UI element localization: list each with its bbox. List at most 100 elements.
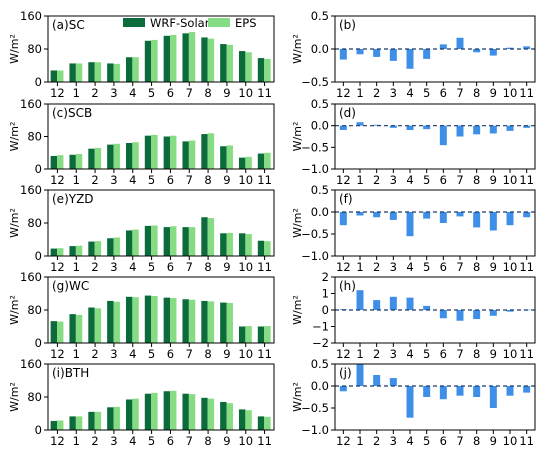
- bar-diff-7: [456, 386, 464, 396]
- bar-eps-7: [188, 394, 196, 430]
- bar-wrf-10: [238, 157, 246, 170]
- x-tick-label: 6: [167, 434, 174, 448]
- bar-diff-1: [356, 212, 364, 216]
- bar-diff-8: [473, 386, 481, 397]
- bar-wrf-10: [238, 409, 246, 431]
- bar-diff-10: [506, 125, 514, 131]
- bar-wrf-11: [257, 326, 265, 343]
- bar-eps-5: [151, 225, 158, 256]
- y-tick-label: 80: [27, 130, 42, 144]
- bar-eps-12: [57, 420, 64, 430]
- x-tick-label: 11: [519, 173, 534, 187]
- x-tick-label: 12: [336, 347, 351, 361]
- bar-diff-4: [406, 297, 414, 311]
- x-tick-label: 6: [440, 173, 447, 187]
- x-tick-label: 5: [423, 173, 430, 187]
- bar-diff-1: [356, 49, 364, 55]
- x-tick-label: 6: [167, 173, 174, 187]
- bar-eps-4: [132, 297, 139, 343]
- x-tick-label: 1: [356, 260, 363, 274]
- bar-eps-2: [94, 308, 102, 343]
- x-tick-label: 4: [129, 260, 136, 274]
- bar-wrf-2: [88, 62, 95, 82]
- x-tick-label: 10: [503, 173, 518, 187]
- bar-eps-3: [113, 143, 120, 169]
- bar-diff-3: [389, 49, 397, 61]
- y-axis-label: W/m²: [8, 208, 21, 238]
- bar-eps-11: [264, 241, 271, 256]
- legend-label-0: WRF-Solar: [150, 16, 210, 30]
- x-tick-label: 6: [440, 260, 447, 274]
- x-tick-label: 4: [406, 434, 413, 448]
- bar-eps-9: [226, 145, 233, 169]
- bar-eps-9: [226, 44, 233, 83]
- bar-diff-9: [489, 310, 497, 316]
- bar-wrf-7: [182, 393, 189, 430]
- panel-5: −1.0−0.50.00.512 1 2 3 4 5 6 7 8 9 10 11W/m²(f): [291, 183, 536, 274]
- bar-eps-11: [264, 152, 271, 169]
- y-tick-label: 0.0: [311, 205, 329, 219]
- bar-wrf-9: [220, 233, 227, 256]
- x-tick-label: 5: [423, 347, 430, 361]
- bar-eps-3: [113, 301, 120, 343]
- bar-eps-8: [207, 301, 215, 343]
- bar-eps-10: [245, 410, 252, 430]
- bar-eps-11: [264, 416, 271, 430]
- x-tick-label: 9: [223, 86, 230, 100]
- bar-diff-4: [406, 125, 414, 130]
- x-tick-label: 5: [148, 86, 155, 100]
- x-tick-label: 11: [519, 347, 534, 361]
- x-tick-label: 2: [373, 86, 380, 100]
- bar-eps-4: [132, 57, 139, 82]
- y-tick-label: 0: [35, 249, 42, 263]
- x-tick-label: 6: [167, 260, 174, 274]
- x-tick-label: 3: [110, 86, 117, 100]
- x-tick-label: 12: [50, 86, 65, 100]
- x-tick-label: 7: [186, 434, 193, 448]
- bar-wrf-2: [88, 307, 95, 343]
- panel-1: −0.50.00.512 1 2 3 4 5 6 7 8 9 10 11W/m²(b): [291, 9, 536, 100]
- x-tick-label: 5: [148, 260, 155, 274]
- x-tick-label: 4: [129, 86, 136, 100]
- y-tick-label: 0.5: [311, 183, 329, 197]
- bar-wrf-11: [257, 153, 265, 169]
- x-tick-label: 12: [336, 260, 351, 274]
- x-tick-label: 11: [257, 86, 272, 100]
- y-tick-label: 80: [27, 216, 42, 230]
- x-tick-label: 8: [473, 434, 480, 448]
- y-tick-label: −0.5: [301, 140, 329, 154]
- bar-diff-11: [523, 125, 531, 128]
- y-axis-label: W/m²: [8, 295, 21, 325]
- bar-wrf-8: [201, 397, 208, 430]
- bar-eps-12: [57, 248, 64, 256]
- bar-diff-2: [373, 300, 381, 310]
- bar-diff-8: [473, 125, 481, 135]
- y-axis-label: W/m²: [8, 122, 21, 152]
- x-tick-label: 12: [336, 86, 351, 100]
- panel-label: (a)SC: [52, 18, 85, 32]
- y-tick-label: 0.5: [311, 357, 329, 371]
- bar-wrf-4: [125, 57, 133, 82]
- bar-wrf-12: [50, 248, 58, 256]
- x-tick-label: 2: [91, 173, 98, 187]
- x-tick-label: 9: [490, 434, 497, 448]
- x-tick-label: 5: [423, 260, 430, 274]
- x-tick-label: 5: [148, 434, 155, 448]
- bar-wrf-5: [144, 393, 152, 430]
- bar-wrf-3: [107, 63, 114, 82]
- x-tick-label: 11: [257, 260, 272, 274]
- bar-diff-7: [456, 310, 464, 321]
- bar-diff-11: [523, 386, 531, 393]
- bar-wrf-6: [163, 391, 171, 430]
- bar-wrf-3: [107, 300, 114, 343]
- bar-diff-4: [406, 386, 414, 418]
- bar-diff-10: [506, 310, 514, 312]
- bar-eps-12: [57, 321, 64, 343]
- axes-frame: [334, 363, 536, 431]
- bar-eps-3: [113, 406, 120, 430]
- x-tick-label: 3: [390, 86, 397, 100]
- bar-wrf-4: [125, 399, 133, 430]
- x-tick-label: 6: [167, 86, 174, 100]
